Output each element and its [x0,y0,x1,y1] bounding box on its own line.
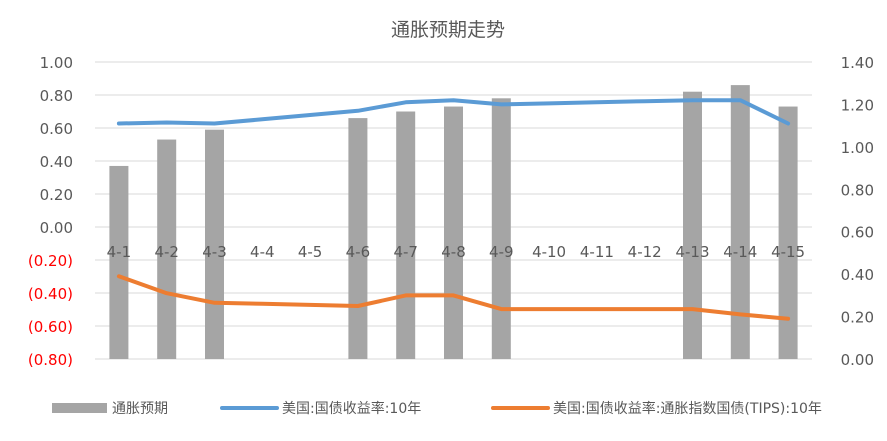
category-label: 4-15 [771,243,805,261]
category-label: 4-8 [441,243,466,261]
bar-4-14 [730,85,750,359]
left-tick-label: (0.20) [28,252,73,270]
bar-4-7 [396,111,416,359]
category-label: 4-13 [675,243,709,261]
right-tick-label: 0.40 [841,266,874,284]
left-tick-label: (0.60) [28,318,73,336]
category-label: 4-3 [202,243,227,261]
legend-swatch-bar [52,403,107,413]
category-label: 4-2 [154,243,179,261]
category-label: 4-12 [628,243,662,261]
right-tick-label: 0.60 [841,224,874,242]
bar-4-6 [348,118,368,359]
category-label: 4-10 [532,243,566,261]
bar-series [109,85,798,360]
right-tick-label: 1.00 [841,139,874,157]
right-tick-label: 0.20 [841,309,874,327]
left-tick-label: 0.80 [40,87,73,105]
category-label: 4-5 [298,243,323,261]
category-label: 4-11 [580,243,614,261]
chart-title: 通胀预期走势 [391,19,505,41]
line-series [116,98,791,321]
legend-label: 美国:国债收益率:10年 [282,400,421,417]
category-label: 4-4 [250,243,275,261]
left-tick-label: 0.00 [40,219,73,237]
right-tick-label: 0.00 [841,351,874,369]
bar-4-15 [778,106,798,359]
left-axis: 1.00 0.80 0.60 0.40 0.20 0.00 (0.20) (0.40) (0.6… [28,54,73,369]
legend: 通胀预期 美国:国债收益率:10年 美国:国债收益率:通胀指数国债(TIPS):10… [52,400,822,417]
category-label: 4-9 [489,243,514,261]
left-tick-label: 1.00 [40,54,73,72]
left-tick-label: (0.80) [28,351,73,369]
category-label: 4-14 [723,243,757,261]
bar-4-13 [683,91,702,359]
x-axis: 4-1 4-2 4-3 4-4 4-5 4-6 4-7 4-8 4-9 4-10 4-11 4-12 4… [107,243,805,261]
right-axis: 1.40 1.20 1.00 0.80 0.60 0.40 0.20 0.00 [841,54,874,369]
category-label: 4-6 [346,243,371,261]
category-label: 4-7 [393,243,418,261]
bar-4-2 [157,139,177,359]
category-label: 4-1 [107,243,132,261]
left-tick-label: 0.60 [40,120,73,138]
right-tick-label: 1.40 [841,54,874,72]
left-tick-label: (0.40) [28,285,73,303]
left-tick-label: 0.20 [40,186,73,204]
left-tick-label: 0.40 [40,153,73,171]
legend-label: 通胀预期 [112,401,168,417]
bar-4-1 [109,165,129,359]
bar-4-8 [444,106,463,359]
legend-label: 美国:国债收益率:通胀指数国债(TIPS):10年 [553,400,822,417]
right-tick-label: 1.20 [841,96,874,114]
right-tick-label: 0.80 [841,181,874,199]
bar-4-9 [491,98,511,360]
